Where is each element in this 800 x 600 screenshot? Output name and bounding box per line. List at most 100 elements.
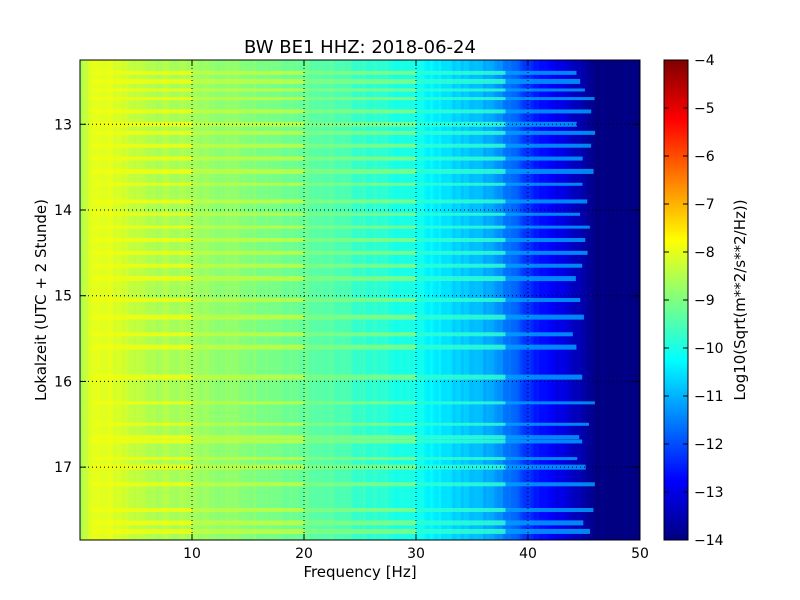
colorbar-tick-label: −8 xyxy=(694,245,715,261)
heatmap-column xyxy=(634,60,638,540)
chart-title: BW BE1 HHZ: 2018-06-24 xyxy=(244,37,476,58)
heatmap-band xyxy=(416,130,506,135)
heatmap-column xyxy=(595,60,599,540)
y-axis-label: Lokalzeit (UTC + 2 Stunde) xyxy=(32,199,50,401)
heatmap-band xyxy=(192,374,304,380)
y-tick-label: 17 xyxy=(54,460,72,476)
heatmap-column xyxy=(82,60,86,540)
heatmap-column xyxy=(617,60,621,540)
x-axis-ticks: 10 20 30 40 50 xyxy=(183,60,649,562)
heatmap-band xyxy=(416,225,506,229)
heatmap-band xyxy=(91,70,192,75)
heatmap-column xyxy=(88,60,92,540)
heatmap-band xyxy=(192,520,304,526)
heatmap-band xyxy=(91,130,192,135)
heatmap-band xyxy=(505,314,584,320)
heatmap-band xyxy=(192,439,304,444)
heatmap-band xyxy=(416,88,506,92)
heatmap-band xyxy=(505,70,577,75)
heatmap-band xyxy=(505,422,589,426)
heatmap-band xyxy=(505,374,583,380)
heatmap-column xyxy=(603,60,607,540)
heatmap-band xyxy=(91,78,192,84)
heatmap-band xyxy=(304,332,416,337)
heatmap-band xyxy=(91,199,192,204)
heatmap-band xyxy=(416,520,506,526)
heatmap-band xyxy=(304,199,416,204)
heatmap-band xyxy=(304,109,416,114)
heatmap-band xyxy=(304,528,416,534)
heatmap-band xyxy=(304,78,416,84)
heatmap-band xyxy=(192,314,304,320)
heatmap-band xyxy=(192,298,304,302)
heatmap-band xyxy=(505,130,596,135)
heatmap-band xyxy=(304,374,416,380)
heatmap-column xyxy=(584,60,588,540)
heatmap-band xyxy=(505,143,592,148)
heatmap-band xyxy=(505,168,594,174)
heatmap-band xyxy=(91,482,192,487)
heatmap-band xyxy=(416,143,506,148)
heatmap-band xyxy=(91,439,192,444)
heatmap-band xyxy=(505,464,586,470)
heatmap-band xyxy=(91,225,192,229)
y-axis-ticks: 13 14 15 16 17 xyxy=(54,117,640,476)
heatmap-column xyxy=(631,60,635,540)
heatmap-band xyxy=(91,401,192,405)
heatmap-band xyxy=(505,97,595,101)
heatmap-band xyxy=(91,314,192,320)
heatmap-band xyxy=(304,401,416,405)
colorbar-tick-label: −10 xyxy=(694,341,724,357)
colorbar-tick-label: −13 xyxy=(694,485,724,501)
colorbar-tick-label: −7 xyxy=(694,197,715,213)
heatmap-band xyxy=(304,238,416,242)
heatmap-band xyxy=(91,508,192,512)
heatmap-band xyxy=(304,344,416,350)
heatmap-band xyxy=(192,225,304,229)
heatmap-band xyxy=(416,314,506,320)
heatmap-band xyxy=(416,422,506,426)
heatmap-band xyxy=(416,332,506,337)
heatmap-band xyxy=(416,97,506,101)
grid-lines xyxy=(80,60,640,540)
plot-area xyxy=(80,60,640,540)
heatmap-band xyxy=(304,143,416,148)
heatmap-band xyxy=(505,508,594,512)
heatmap-band xyxy=(416,439,506,444)
heatmap-band xyxy=(304,70,416,75)
heatmap-band xyxy=(304,168,416,174)
heatmap-band xyxy=(505,482,595,487)
y-tick-label: 15 xyxy=(54,289,72,305)
heatmap-column xyxy=(628,60,632,540)
heatmap-column xyxy=(620,60,624,540)
heatmap-column xyxy=(623,60,627,540)
heatmap-column xyxy=(609,60,613,540)
heatmap-band xyxy=(416,482,506,487)
colorbar-tick-label: −4 xyxy=(694,53,715,69)
heatmap-band xyxy=(192,78,304,84)
colorbar-label: Log10(Sqrt(m**2/s**2/Hz)) xyxy=(731,199,749,400)
colorbar-tick-label: −5 xyxy=(694,101,715,117)
heatmap-band xyxy=(91,374,192,380)
heatmap-band xyxy=(91,109,192,114)
heatmap-column xyxy=(626,60,630,540)
heatmap-band xyxy=(416,457,506,461)
heatmap-band xyxy=(505,528,591,534)
heatmap-band xyxy=(416,78,506,84)
heatmap-band xyxy=(304,435,416,440)
heatmap-band xyxy=(505,88,585,92)
heatmap-band xyxy=(91,520,192,526)
x-tick-label: 50 xyxy=(631,546,649,562)
y-tick-label: 16 xyxy=(54,374,72,390)
heatmap-band xyxy=(91,457,192,461)
heatmap-band xyxy=(192,250,304,255)
heatmap-band xyxy=(304,457,416,461)
heatmap-band xyxy=(304,508,416,512)
heatmap-band xyxy=(416,212,506,216)
y-tick-label: 13 xyxy=(54,117,72,133)
colorbar-tick-label: −6 xyxy=(694,149,715,165)
heatmap-band xyxy=(192,109,304,114)
heatmap-band xyxy=(505,238,586,242)
heatmap-band xyxy=(91,212,192,216)
